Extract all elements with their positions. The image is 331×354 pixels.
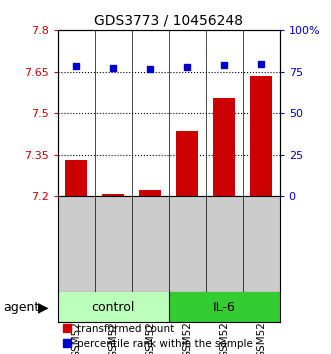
FancyBboxPatch shape xyxy=(58,292,169,322)
Bar xyxy=(176,131,198,196)
Text: control: control xyxy=(92,301,135,314)
Title: GDS3773 / 10456248: GDS3773 / 10456248 xyxy=(94,13,243,28)
Bar xyxy=(139,189,162,196)
Bar xyxy=(250,76,272,196)
Text: ▶: ▶ xyxy=(38,300,48,314)
FancyBboxPatch shape xyxy=(169,292,280,322)
Text: IL-6: IL-6 xyxy=(213,301,236,314)
Bar xyxy=(65,160,87,196)
Bar xyxy=(213,98,235,196)
Bar xyxy=(102,194,124,196)
Text: agent: agent xyxy=(3,301,40,314)
Legend: transformed count, percentile rank within the sample: transformed count, percentile rank withi… xyxy=(63,324,253,349)
